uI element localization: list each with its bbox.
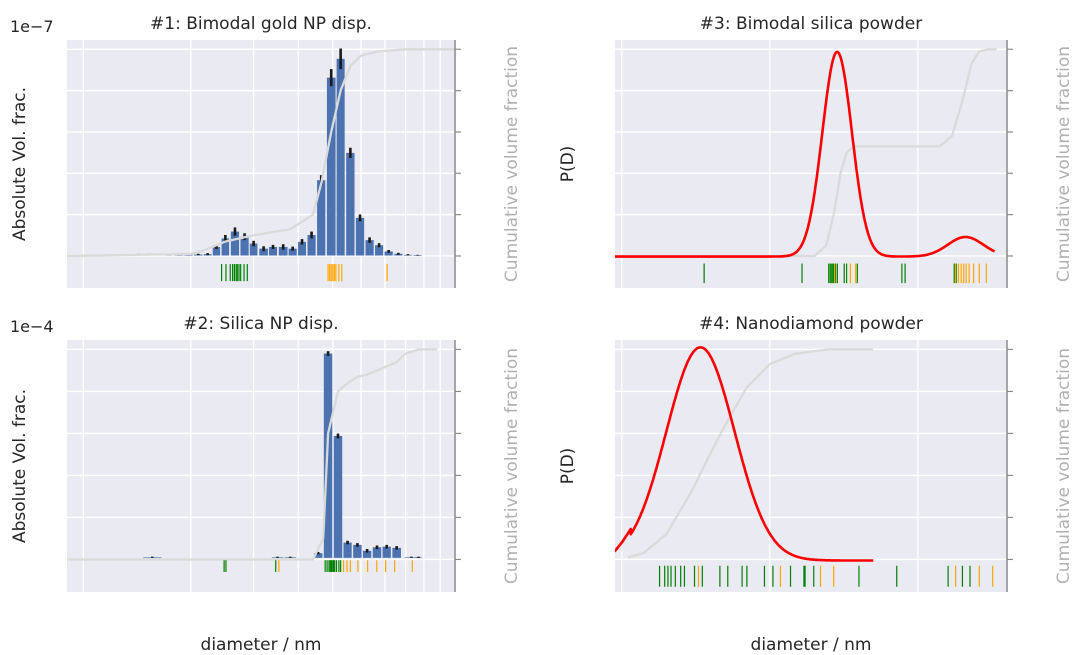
- y-offset-text: 1e−4: [10, 317, 54, 336]
- bar: [343, 542, 352, 558]
- x-axis-label: diameter / nm: [751, 635, 872, 655]
- cumulative-line: [615, 48, 997, 258]
- plot-area: [67, 40, 461, 288]
- plot-area: [615, 340, 1013, 592]
- panel-bimodal-gold: #1: Bimodal gold NP disp. Absolute Vol. …: [10, 14, 522, 288]
- panel-silica-np: #2: Silica NP disp. Absolute Vol. frac. …: [10, 314, 522, 655]
- y-offset-text: 1e−7: [10, 17, 54, 36]
- series-group: [615, 346, 994, 587]
- bar: [382, 546, 391, 558]
- y2-axis-label: Cumulative volume fraction: [502, 46, 522, 282]
- bar: [365, 240, 374, 256]
- plot-background: [67, 40, 455, 288]
- y-axis-label: Absolute Vol. frac.: [10, 389, 30, 543]
- cumulative-line: [67, 348, 438, 561]
- bar: [307, 234, 316, 256]
- plot-area: [615, 40, 1013, 288]
- series-group: [615, 48, 997, 284]
- chart-title: #1: Bimodal gold NP disp.: [150, 14, 372, 34]
- bar: [221, 238, 230, 256]
- plot-background: [615, 40, 1007, 288]
- panel-bimodal-silica: #3: Bimodal silica powder P(D) Cumulativ…: [558, 14, 1074, 288]
- bar: [212, 246, 221, 256]
- cumulative-line: [627, 348, 874, 559]
- series-group: [67, 348, 438, 572]
- plot-area: [67, 340, 461, 592]
- distribution-line: [615, 346, 875, 562]
- y-axis-label: Absolute Vol. frac.: [10, 87, 30, 241]
- bar: [278, 246, 288, 256]
- bar: [298, 241, 307, 256]
- bar: [375, 245, 384, 256]
- bar: [384, 251, 393, 256]
- bar: [326, 77, 336, 256]
- y2-axis-label: Cumulative volume fraction: [502, 348, 522, 584]
- y-axis-label: P(D): [558, 448, 578, 485]
- chart-title: #2: Silica NP disp.: [183, 314, 338, 334]
- bar: [249, 243, 258, 256]
- y2-axis-label: Cumulative volume fraction: [1054, 46, 1074, 282]
- bar: [362, 550, 372, 558]
- bar: [259, 248, 268, 256]
- y2-axis-label: Cumulative volume fraction: [1054, 348, 1074, 584]
- chart-title: #3: Bimodal silica powder: [700, 14, 922, 34]
- cumulative-line: [67, 48, 455, 258]
- bar: [353, 544, 362, 558]
- bar: [346, 152, 355, 256]
- panel-nanodiamond: #4: Nanodiamond powder P(D) Cumulative v…: [558, 314, 1074, 655]
- bar: [240, 236, 249, 256]
- bar: [333, 435, 343, 558]
- chart-title: #4: Nanodiamond powder: [699, 314, 923, 334]
- x-axis-label: diameter / nm: [201, 635, 322, 655]
- y-axis-label: P(D): [558, 146, 578, 183]
- bar: [336, 58, 345, 256]
- bar: [392, 547, 401, 558]
- bar: [317, 180, 326, 256]
- bar: [269, 246, 278, 256]
- distribution-line: [615, 50, 996, 258]
- bar: [230, 231, 240, 256]
- bar: [288, 248, 297, 256]
- plot-background: [615, 340, 1007, 592]
- bar: [313, 553, 323, 558]
- bar: [355, 217, 365, 256]
- bar: [372, 547, 382, 558]
- series-group: [67, 48, 455, 282]
